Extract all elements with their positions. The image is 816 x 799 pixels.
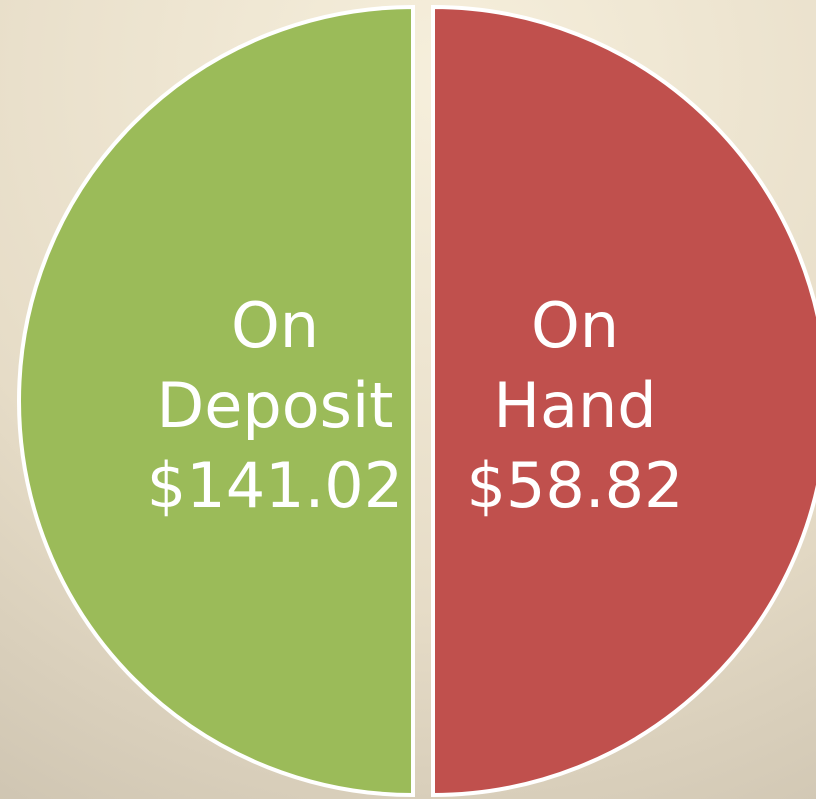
segment-label: $58.82 — [467, 449, 684, 522]
segment-label: On — [231, 289, 319, 362]
segment-label: On — [531, 289, 619, 362]
half-shape — [431, 4, 816, 798]
half-shape — [17, 4, 415, 798]
segment-label: $141.02 — [147, 449, 403, 522]
segment-label: Hand — [493, 369, 656, 442]
segment-label: Deposit — [156, 369, 393, 442]
